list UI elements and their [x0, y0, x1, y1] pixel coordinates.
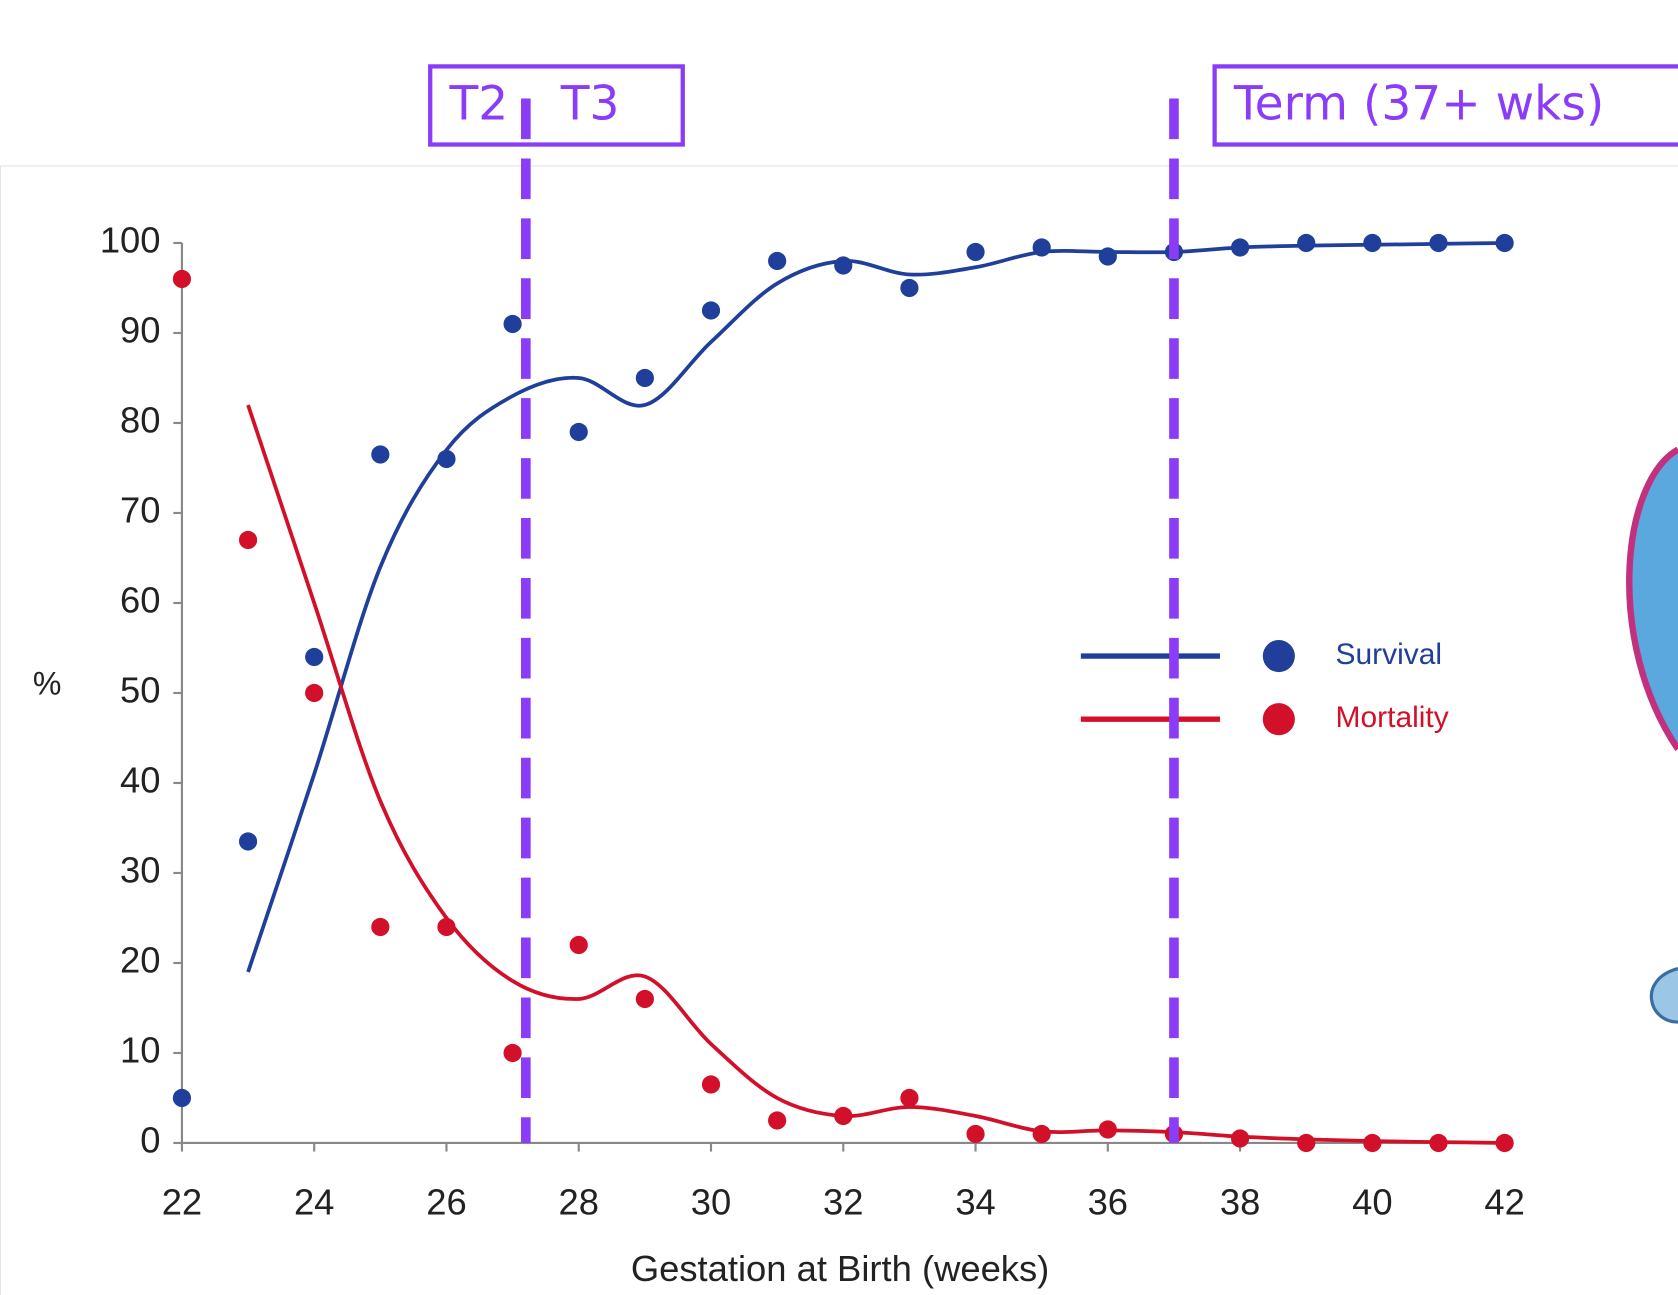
y-tick-label: 100 [100, 220, 161, 261]
data-point [238, 530, 258, 550]
data-point [371, 917, 390, 937]
data-point [701, 301, 721, 320]
y-tick-label: 70 [120, 490, 160, 531]
data-point [569, 422, 588, 442]
chart-frame [0, 165, 1678, 1295]
data-point [1032, 238, 1051, 257]
data-point [437, 917, 456, 937]
data-point [768, 251, 787, 271]
data-point [1363, 233, 1382, 253]
data-point [834, 1106, 853, 1126]
x-axis-title: Gestation at Birth (weeks) [631, 1248, 1049, 1289]
data-point [966, 1124, 985, 1144]
data-point [503, 314, 522, 334]
data-point [900, 278, 919, 298]
data-point [172, 1088, 192, 1108]
data-point [1495, 233, 1514, 253]
legend-label: Mortality [1336, 701, 1449, 734]
annotation: T3 [560, 77, 620, 132]
y-tick-label: 0 [140, 1120, 160, 1161]
y-axis-title: % [33, 666, 62, 702]
data-point [635, 989, 654, 1009]
y-tick-label: 80 [120, 400, 160, 441]
data-point [1297, 1133, 1316, 1153]
data-point [768, 1111, 787, 1130]
data-point [966, 242, 985, 262]
annotation: T2 [448, 77, 508, 132]
trimester-box [428, 64, 685, 147]
legend-marker [1262, 703, 1295, 736]
annotation: Term (37+ wks) [1233, 77, 1604, 132]
data-point [834, 256, 853, 275]
illustration [1626, 446, 1678, 1024]
data-point [1429, 1133, 1448, 1153]
data-point [437, 449, 456, 469]
y-tick-label: 50 [120, 670, 160, 711]
x-tick-label: 36 [1088, 1182, 1128, 1223]
y-tick-label: 60 [120, 580, 160, 621]
data-point [371, 445, 390, 464]
x-tick-label: 26 [426, 1182, 466, 1223]
data-point [172, 269, 192, 289]
y-tick-label: 90 [120, 310, 160, 351]
data-point [900, 1088, 919, 1108]
legend-label: Survival [1336, 638, 1443, 671]
data-point [503, 1043, 522, 1063]
x-tick-label: 34 [955, 1182, 995, 1223]
data-point [1429, 233, 1448, 253]
y-tick-label: 10 [120, 1030, 160, 1071]
data-point [1495, 1133, 1514, 1153]
legend-marker [1262, 640, 1295, 673]
data-point [1363, 1133, 1382, 1153]
x-tick-label: 24 [294, 1182, 334, 1223]
data-point [1230, 1129, 1250, 1148]
data-point [1032, 1124, 1051, 1144]
x-tick-label: 22 [162, 1182, 202, 1223]
x-tick-label: 28 [559, 1182, 599, 1223]
data-point [569, 935, 588, 955]
y-tick-label: 40 [120, 760, 160, 801]
y-tick-label: 30 [120, 850, 160, 891]
x-tick-label: 32 [823, 1182, 863, 1223]
x-tick-label: 38 [1220, 1182, 1260, 1223]
x-tick-label: 30 [691, 1182, 731, 1223]
y-tick-label: 20 [120, 940, 160, 981]
data-point [1098, 247, 1117, 266]
x-tick-label: 42 [1484, 1182, 1524, 1223]
term-box [1212, 64, 1678, 147]
data-point [305, 647, 324, 667]
data-point [635, 368, 654, 388]
data-point [305, 683, 324, 703]
data-point [1230, 238, 1250, 257]
data-point [1297, 233, 1316, 253]
data-point [701, 1075, 721, 1094]
fit-line [246, 241, 1505, 973]
fit-line [246, 404, 1505, 1145]
data-point [1098, 1120, 1117, 1139]
data-point [238, 832, 258, 851]
x-tick-label: 40 [1352, 1182, 1392, 1223]
